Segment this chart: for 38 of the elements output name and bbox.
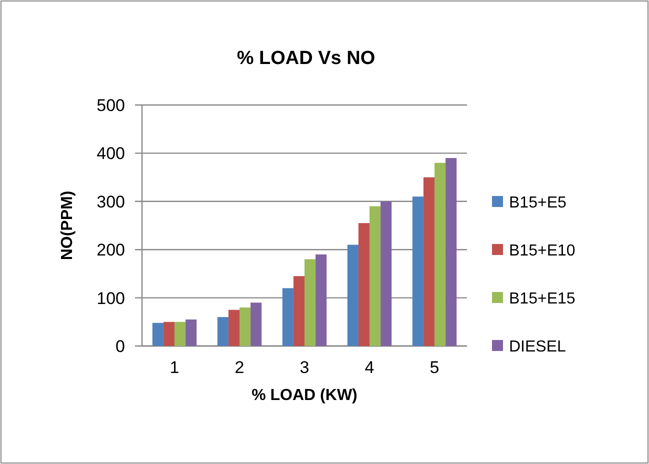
bar [186, 319, 197, 346]
bar [152, 322, 164, 346]
legend-label: B15+E5 [509, 194, 566, 212]
y-tick-label: 200 [96, 240, 125, 260]
bar [282, 288, 294, 346]
bar [370, 206, 381, 346]
bar [316, 254, 327, 346]
bar [380, 201, 392, 346]
bar [163, 322, 174, 346]
x-tick-label: 5 [430, 358, 440, 377]
bar [412, 196, 424, 346]
bar [217, 317, 228, 346]
bar [434, 162, 446, 346]
y-tick-label: 100 [96, 288, 125, 308]
bar [174, 322, 186, 346]
bar [304, 259, 316, 346]
bar [347, 244, 358, 346]
bar [358, 223, 370, 346]
y-tick-label: 500 [96, 96, 125, 115]
x-tick-label: 2 [234, 358, 244, 377]
legend-label: DIESEL [509, 338, 566, 356]
bar [250, 302, 262, 346]
x-axis-title: % LOAD (KW) [252, 387, 358, 404]
legend-label: B15+E10 [509, 242, 576, 260]
x-tick-label: 1 [170, 358, 180, 377]
y-tick-label: 300 [96, 192, 125, 212]
chart-title: % LOAD Vs NO [236, 48, 376, 69]
bar [228, 310, 240, 346]
y-tick-label: 0 [116, 336, 125, 356]
legend-label: B15+E15 [509, 290, 576, 308]
bar [293, 276, 304, 346]
x-tick-label: 4 [364, 358, 374, 377]
bar [240, 307, 251, 346]
bar [446, 158, 457, 346]
bar [423, 177, 434, 346]
y-tick-label: 400 [96, 144, 125, 164]
x-tick-label: 3 [300, 358, 310, 377]
y-axis-title: NO(PPM) [59, 190, 76, 260]
